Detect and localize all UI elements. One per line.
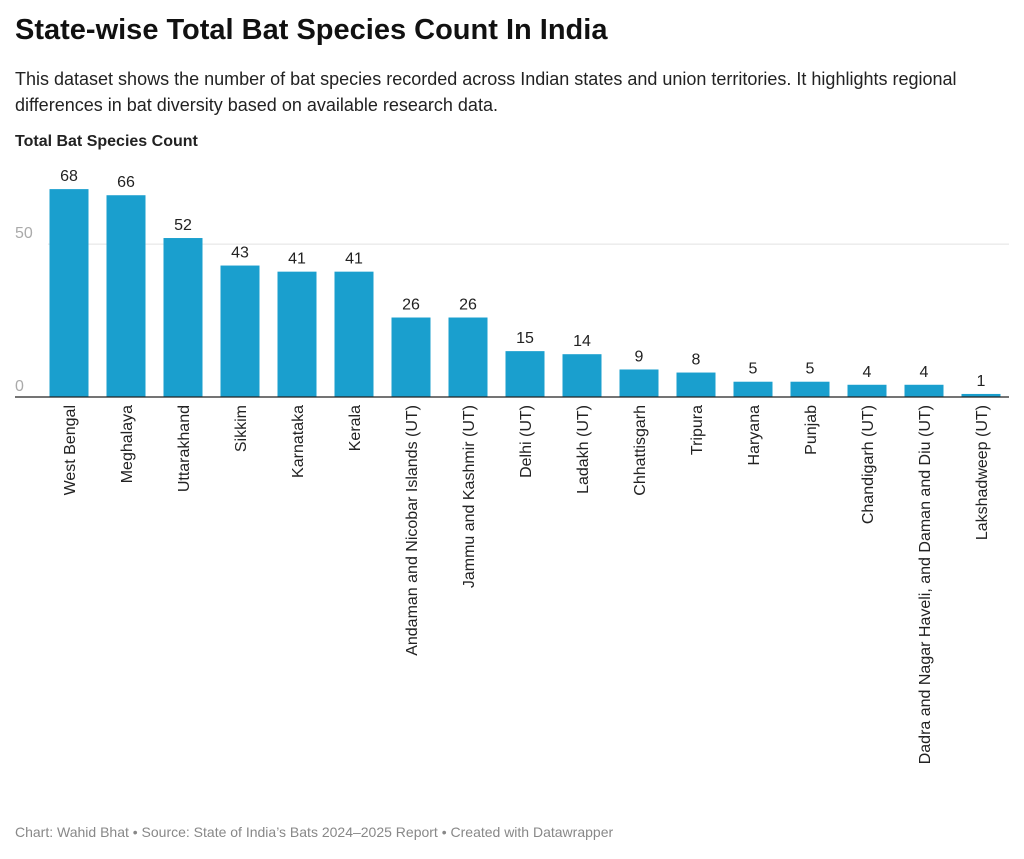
bar: [277, 271, 317, 397]
x-tick-label: Haryana: [746, 405, 763, 466]
bar: [448, 317, 488, 397]
x-tick-label: Uttarakhand: [176, 405, 193, 492]
x-tick-label: Andaman and Nicobar Islands (UT): [404, 405, 421, 656]
chart-subtitle: This dataset shows the number of bat spe…: [15, 69, 957, 115]
value-label: 26: [459, 297, 477, 314]
value-label: 15: [516, 330, 534, 347]
value-label: 1: [977, 373, 986, 390]
value-label: 4: [920, 364, 929, 381]
bar: [790, 381, 830, 397]
chart: 0 50 68 West Bengal 66 Meghalaya 52 Uttarakhand…: [15, 168, 1009, 764]
bar: [733, 381, 773, 397]
bar: [163, 238, 203, 397]
y-axis-label: Total Bat Species Count: [15, 133, 198, 150]
bar: [961, 393, 1001, 397]
bar: [619, 369, 659, 397]
bar: [220, 265, 260, 397]
bar: [676, 372, 716, 397]
value-label: 9: [635, 348, 644, 365]
x-tick-label: Lakshadweep (UT): [974, 405, 991, 540]
x-tick-label: Kerala: [347, 405, 364, 451]
value-label: 41: [288, 251, 306, 268]
chart-title: State-wise Total Bat Species Count In In…: [15, 14, 608, 46]
bar: [106, 195, 146, 397]
value-label: 43: [231, 245, 249, 262]
x-tick-label: Chandigarh (UT): [860, 405, 877, 524]
x-tick-label: West Bengal: [62, 405, 79, 495]
bar: [904, 384, 944, 397]
value-label: 52: [174, 217, 192, 234]
bar: [505, 351, 545, 397]
bar: [847, 384, 887, 397]
bar: [562, 354, 602, 397]
bar: [391, 317, 431, 397]
x-tick-label: Sikkim: [233, 405, 250, 452]
x-tick-label: Punjab: [803, 405, 820, 455]
value-label: 4: [863, 364, 872, 381]
x-tick-label: Karnataka: [290, 405, 307, 478]
x-tick-label: Delhi (UT): [518, 405, 535, 478]
chart-footer: Chart: Wahid Bhat • Source: State of Ind…: [15, 824, 614, 840]
y-tick-label: 0: [15, 378, 24, 395]
value-label: 68: [60, 168, 78, 185]
value-label: 66: [117, 174, 135, 191]
x-tick-label: Meghalaya: [119, 405, 136, 483]
x-tick-label: Tripura: [689, 405, 706, 455]
value-label: 5: [749, 361, 758, 378]
value-label: 41: [345, 251, 363, 268]
value-label: 8: [692, 352, 701, 369]
y-tick-label: 50: [15, 225, 33, 242]
x-tick-label: Ladakh (UT): [575, 405, 592, 494]
bar: [49, 189, 89, 397]
value-label: 26: [402, 297, 420, 314]
x-tick-label: Dadra and Nagar Haveli, and Daman and Di…: [917, 405, 934, 764]
value-label: 14: [573, 333, 591, 350]
value-label: 5: [806, 361, 815, 378]
bar: [334, 271, 374, 397]
x-tick-label: Jammu and Kashmir (UT): [461, 405, 478, 588]
x-tick-label: Chhattisgarh: [632, 405, 649, 496]
